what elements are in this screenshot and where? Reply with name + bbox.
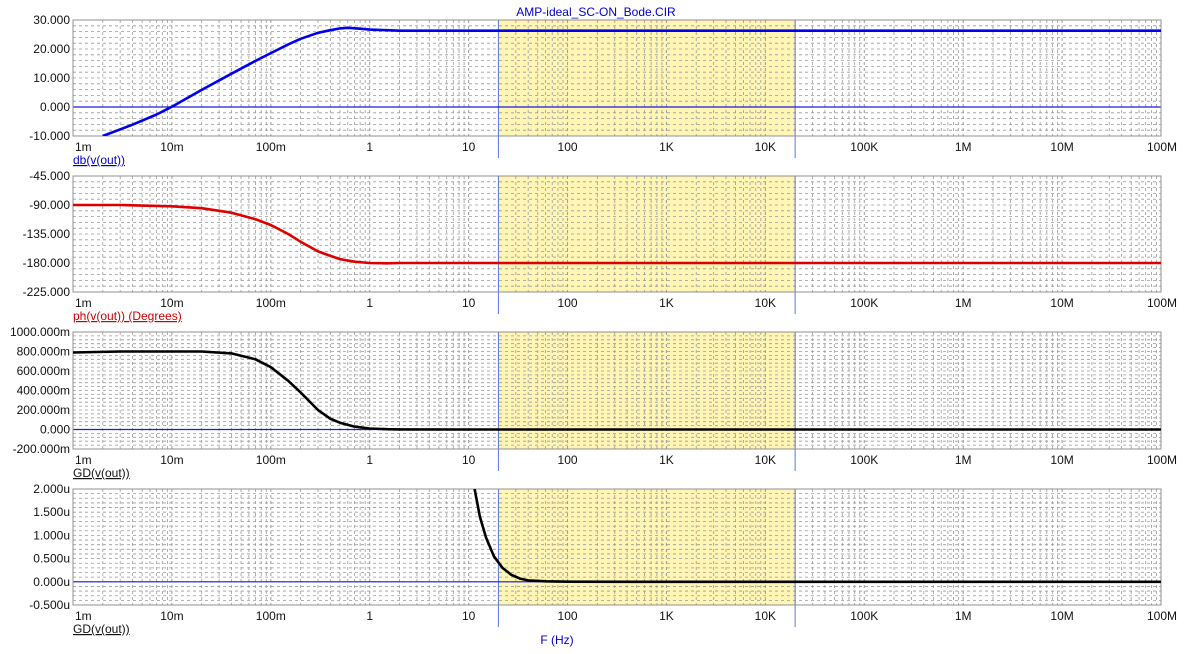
y-tick-label: -225.000: [23, 285, 71, 299]
trace-label: GD(v(out)): [73, 622, 130, 636]
x-axis-label: F (Hz): [540, 633, 573, 647]
x-tick-label: 100M: [1147, 609, 1177, 623]
x-tick-label: 100: [558, 296, 578, 310]
x-tick-label: 100K: [850, 453, 878, 467]
series-line-1: [73, 350, 1161, 431]
y-tick-label: 200.000m: [17, 403, 70, 417]
plot-frame: [72, 175, 1162, 293]
panel-4: 2.000u 1.500u 1.000u 0.500u 0.000u -0.500u 1m 1…: [29, 482, 1177, 636]
x-tick-label: 10K: [755, 140, 776, 154]
x-tick-label: 10m: [160, 453, 183, 467]
x-tick-label: 10K: [755, 609, 776, 623]
y-tick-label: -90.000: [29, 198, 70, 212]
plot-frame: [72, 488, 1162, 606]
y-tick-label: 0.000: [40, 423, 70, 437]
x-tick-label: 100M: [1147, 296, 1177, 310]
x-tick-label: 100: [558, 453, 578, 467]
y-tick-label: 1000.000m: [10, 325, 70, 339]
x-tick-label: 100K: [850, 609, 878, 623]
x-tick-label: 10M: [1050, 140, 1073, 154]
y-tick-label: 2.000u: [33, 482, 70, 496]
trace-label: db(v(out)): [73, 153, 125, 167]
x-tick-label: 10: [462, 609, 476, 623]
y-tick-label: -135.000: [23, 227, 71, 241]
y-tick-label: 800.000m: [17, 345, 70, 359]
y-tick-label: 400.000m: [17, 384, 70, 398]
y-tick-label: 1.500u: [33, 505, 70, 519]
plot-frame: [72, 19, 1162, 137]
series-line-1: [102, 26, 1161, 136]
x-tick-label: 100K: [850, 296, 878, 310]
y-tick-label: 1.000u: [33, 528, 70, 542]
y-tick-label: -0.500u: [29, 598, 70, 612]
chart-title: AMP-ideal_SC-ON_Bode.CIR: [516, 5, 676, 19]
x-tick-label: 1K: [659, 140, 674, 154]
x-tick-label: 100m: [256, 453, 286, 467]
x-tick-label: 10: [462, 453, 476, 467]
highlight-band: [498, 489, 796, 605]
plot-frame: [72, 331, 1162, 450]
x-tick-label: 10m: [160, 296, 183, 310]
x-tick-label: 1m: [75, 140, 92, 154]
x-tick-label: 100: [558, 609, 578, 623]
x-tick-label: 1m: [75, 609, 92, 623]
x-tick-label: 1: [366, 609, 373, 623]
series-line-1: [473, 489, 1161, 584]
x-tick-label: 1M: [955, 296, 972, 310]
panel-2: -45.000 -90.000 -135.000 -180.000 -225.000 1m…: [23, 169, 1177, 323]
y-tick-label: 0.500u: [33, 552, 70, 566]
y-tick-label: 10.000: [33, 71, 70, 85]
x-tick-label: 1: [366, 453, 373, 467]
x-tick-label: 100K: [850, 140, 878, 154]
x-tick-label: 10M: [1050, 453, 1073, 467]
y-tick-label: 20.000: [33, 42, 70, 56]
y-tick-label: -10.000: [29, 129, 70, 143]
x-tick-label: 1M: [955, 609, 972, 623]
x-tick-label: 10K: [755, 296, 776, 310]
x-tick-label: 10M: [1050, 296, 1073, 310]
x-tick-label: 100M: [1147, 453, 1177, 467]
y-tick-label: 0.000: [40, 100, 70, 114]
panel-1: 30.000 20.000 10.000 0.000 -10.000 1m 10m 100m 1…: [29, 13, 1177, 167]
x-tick-label: 100: [558, 140, 578, 154]
y-tick-label: -45.000: [29, 169, 70, 183]
x-tick-label: 1K: [659, 453, 674, 467]
y-tick-label: 30.000: [33, 13, 70, 27]
y-tick-label: -180.000: [23, 256, 71, 270]
series-line-1: [73, 203, 1161, 265]
x-tick-label: 1M: [955, 140, 972, 154]
x-tick-label: 10m: [160, 140, 183, 154]
y-tick-label: 600.000m: [17, 364, 70, 378]
trace-label: GD(v(out)): [73, 466, 130, 480]
y-tick-label: -200.000m: [13, 442, 70, 456]
panel-3: 1000.000m 800.000m 600.000m 400.000m 200.000…: [10, 325, 1177, 480]
x-tick-label: 100m: [256, 609, 286, 623]
x-tick-label: 1: [366, 140, 373, 154]
x-tick-label: 10: [462, 296, 476, 310]
x-tick-label: 10m: [160, 609, 183, 623]
x-tick-label: 100m: [256, 296, 286, 310]
x-tick-label: 1M: [955, 453, 972, 467]
x-tick-label: 1m: [75, 296, 92, 310]
y-tick-label: 0.000u: [33, 575, 70, 589]
x-tick-label: 1: [366, 296, 373, 310]
x-tick-label: 10: [462, 140, 476, 154]
x-tick-label: 1K: [659, 609, 674, 623]
trace-label: ph(v(out)) (Degrees): [73, 309, 182, 323]
x-tick-label: 1K: [659, 296, 674, 310]
x-tick-label: 1m: [75, 453, 92, 467]
x-tick-label: 10K: [755, 453, 776, 467]
x-tick-label: 100M: [1147, 140, 1177, 154]
x-tick-label: 10M: [1050, 609, 1073, 623]
x-tick-label: 100m: [256, 140, 286, 154]
